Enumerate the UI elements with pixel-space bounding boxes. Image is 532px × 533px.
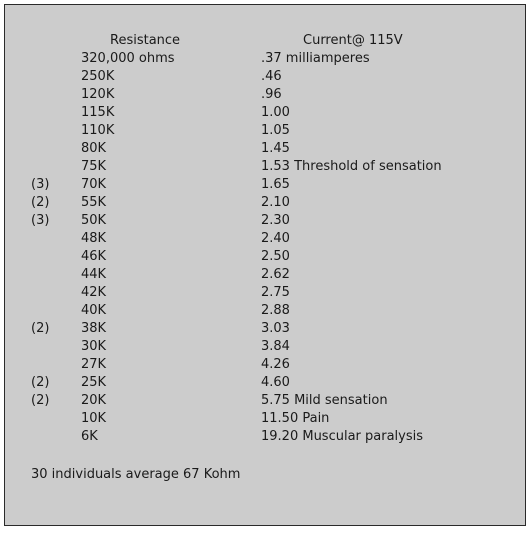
current-value: 1.65 (261, 177, 290, 192)
current-value: 1.53 Threshold of sensation (261, 159, 442, 174)
resistance-value: 44K (81, 267, 107, 282)
current-value: 11.50 Pain (261, 411, 330, 426)
resistance-value: 30K (81, 339, 107, 354)
table-row: 48K 2.40 (5, 231, 525, 249)
resistance-value: 38K (81, 321, 107, 336)
current-value: 5.75 Mild sensation (261, 393, 388, 408)
table-row: 320,000 ohms .37 milliamperes (5, 51, 525, 69)
table-row: (2) 55K 2.10 (5, 195, 525, 213)
current-value: 2.40 (261, 231, 290, 246)
average-note: 30 individuals average 67 Kohm (31, 467, 241, 482)
current-value: 2.30 (261, 213, 290, 228)
table-row: 120K .96 (5, 87, 525, 105)
sample-count-marker: (3) (31, 213, 50, 228)
resistance-value: 10K (81, 411, 107, 426)
table-row: (3) 50K 2.30 (5, 213, 525, 231)
table-row: 75K 1.53 Threshold of sensation (5, 159, 525, 177)
sample-count-marker: (2) (31, 375, 50, 390)
resistance-value: 20K (81, 393, 107, 408)
current-value: .37 milliamperes (261, 51, 370, 66)
resistance-value: 50K (81, 213, 107, 228)
resistance-value: 40K (81, 303, 107, 318)
current-value: 3.03 (261, 321, 290, 336)
current-value: 4.60 (261, 375, 290, 390)
sample-count-marker: (2) (31, 393, 50, 408)
table-row: (2) 25K 4.60 (5, 375, 525, 393)
resistance-value: 25K (81, 375, 107, 390)
current-value: 19.20 Muscular paralysis (261, 429, 424, 444)
table-row: 30K 3.84 (5, 339, 525, 357)
current-value: 2.50 (261, 249, 290, 264)
table-row: (3) 70K 1.65 (5, 177, 525, 195)
resistance-value: 75K (81, 159, 107, 174)
current-value: 1.45 (261, 141, 290, 156)
table-row: 42K 2.75 (5, 285, 525, 303)
table-body: 320,000 ohms .37 milliamperes 250K .46 1… (5, 51, 525, 447)
table-row: 40K 2.88 (5, 303, 525, 321)
table-row: (2) 38K 3.03 (5, 321, 525, 339)
table-row: 10K 11.50 Pain (5, 411, 525, 429)
table-row: 44K 2.62 (5, 267, 525, 285)
table-row: 6K 19.20 Muscular paralysis (5, 429, 525, 447)
resistance-value: 320,000 ohms (81, 51, 175, 66)
table-row: 46K 2.50 (5, 249, 525, 267)
resistance-value: 42K (81, 285, 107, 300)
table-row: 250K .46 (5, 69, 525, 87)
resistance-value: 6K (81, 429, 98, 444)
current-value: 2.75 (261, 285, 290, 300)
resistance-value: 115K (81, 105, 115, 120)
resistance-value: 250K (81, 69, 115, 84)
table-row: 80K 1.45 (5, 141, 525, 159)
table-row: 27K 4.26 (5, 357, 525, 375)
sample-count-marker: (2) (31, 321, 50, 336)
current-value: 2.10 (261, 195, 290, 210)
current-value: 2.88 (261, 303, 290, 318)
resistance-value: 70K (81, 177, 107, 192)
resistance-value: 110K (81, 123, 115, 138)
resistance-value: 80K (81, 141, 107, 156)
resistance-value: 27K (81, 357, 107, 372)
current-value: 1.05 (261, 123, 290, 138)
table-row: 115K 1.00 (5, 105, 525, 123)
table-row: (2) 20K 5.75 Mild sensation (5, 393, 525, 411)
resistance-value: 120K (81, 87, 115, 102)
sample-count-marker: (3) (31, 177, 50, 192)
resistance-value: 46K (81, 249, 107, 264)
table-row: 110K 1.05 (5, 123, 525, 141)
current-value: 3.84 (261, 339, 290, 354)
current-value: .96 (261, 87, 282, 102)
resistance-value: 55K (81, 195, 107, 210)
sample-count-marker: (2) (31, 195, 50, 210)
resistance-table-panel: Resistance Current@ 115V 320,000 ohms .3… (4, 4, 526, 526)
current-value: .46 (261, 69, 282, 84)
current-value: 1.00 (261, 105, 290, 120)
resistance-value: 48K (81, 231, 107, 246)
resistance-column-header: Resistance (110, 33, 181, 48)
current-value: 4.26 (261, 357, 290, 372)
current-value: 2.62 (261, 267, 290, 282)
current-column-header: Current@ 115V (303, 33, 403, 48)
